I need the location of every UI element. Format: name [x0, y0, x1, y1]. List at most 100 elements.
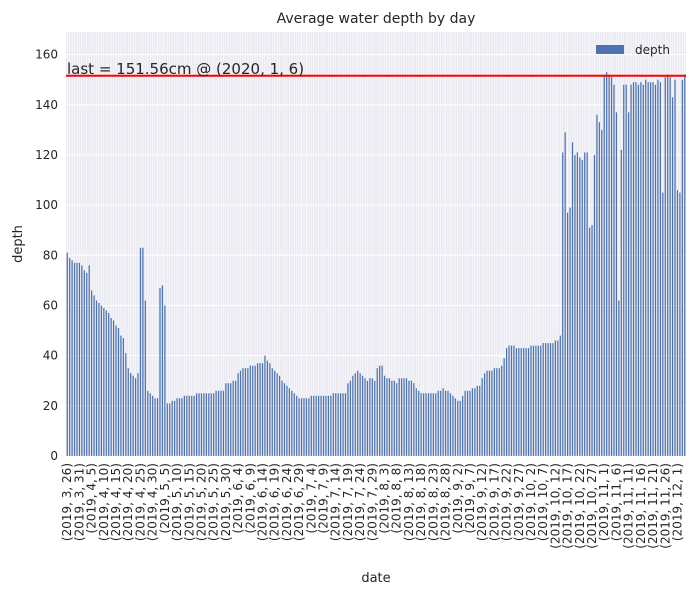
x-tick-label: (2019, 7, 14) — [329, 463, 343, 541]
bar — [581, 159, 583, 456]
bar — [401, 378, 403, 456]
bar — [527, 348, 530, 456]
bar — [535, 345, 537, 456]
bar — [574, 154, 576, 456]
bar — [257, 363, 259, 456]
bar — [108, 312, 110, 456]
bar — [220, 390, 222, 456]
x-tick-label: (2019, 10, 17) — [561, 463, 575, 549]
bar — [188, 395, 190, 456]
bar — [73, 262, 76, 456]
bar — [259, 363, 261, 456]
bar — [557, 340, 559, 456]
bar — [337, 393, 339, 456]
bar — [420, 393, 422, 456]
y-tick-label: 0 — [50, 449, 58, 463]
bar — [491, 370, 493, 456]
bar — [371, 378, 373, 456]
x-tick-label: (2019, 8, 3) — [378, 463, 392, 533]
bar — [361, 375, 364, 456]
bar — [81, 265, 83, 456]
bar — [325, 395, 327, 456]
bar — [567, 212, 569, 456]
bar — [432, 393, 434, 456]
bar — [549, 343, 552, 456]
bar — [640, 82, 642, 456]
x-tick-label: (2019, 9, 27) — [512, 463, 526, 541]
x-tick-label: (2019, 10, 27) — [585, 463, 599, 549]
bar — [208, 393, 210, 456]
bar — [93, 295, 95, 456]
bar — [593, 154, 596, 456]
bar — [379, 365, 381, 456]
bar — [684, 74, 686, 457]
bar — [266, 360, 268, 456]
bar — [649, 82, 652, 456]
bar — [130, 373, 132, 456]
bar — [286, 385, 288, 456]
bar — [156, 398, 159, 456]
bar — [613, 84, 615, 456]
bar — [134, 378, 137, 456]
bar — [364, 378, 366, 456]
bar — [66, 252, 68, 456]
bar — [152, 395, 154, 456]
bar — [332, 393, 334, 456]
bar — [459, 400, 461, 456]
bar — [296, 395, 298, 456]
bar — [471, 388, 474, 456]
bar — [427, 393, 430, 456]
x-tick-label: (2019, 7, 19) — [341, 463, 355, 541]
bar — [83, 270, 85, 456]
bar — [674, 79, 676, 456]
bar — [430, 393, 432, 456]
bar — [388, 378, 391, 456]
x-tick-label: (2019, 6, 29) — [292, 463, 306, 541]
bar — [464, 390, 466, 456]
bar — [435, 393, 437, 456]
bar — [474, 388, 476, 456]
y-tick-label: 80 — [43, 248, 58, 262]
bar — [283, 383, 286, 456]
bar — [469, 390, 471, 456]
bar — [662, 192, 664, 456]
bar — [505, 348, 508, 456]
bar — [540, 345, 542, 456]
x-tick-label: (2019, 5, 15) — [182, 463, 196, 541]
bar — [618, 300, 620, 456]
bar — [603, 74, 605, 457]
x-tick-label: (2019, 6, 14) — [255, 463, 269, 541]
x-tick-label: (2019, 6, 24) — [280, 463, 294, 541]
bar — [462, 395, 464, 456]
bar — [249, 365, 251, 456]
bar — [142, 247, 144, 456]
bar — [408, 380, 410, 456]
bar — [405, 378, 408, 456]
bar — [620, 149, 622, 456]
bar — [645, 79, 647, 456]
bar — [271, 368, 273, 456]
bar — [610, 77, 613, 456]
x-tick-label: (2019, 10, 12) — [548, 463, 562, 549]
x-tick-label: (2019, 10, 7) — [536, 463, 550, 541]
bar — [147, 390, 149, 456]
bar — [676, 190, 679, 456]
bar — [308, 398, 310, 456]
bar — [352, 375, 354, 456]
y-tick-label: 60 — [43, 298, 58, 312]
x-tick-label: (2019, 7, 4) — [304, 463, 318, 533]
bar — [181, 398, 183, 456]
bar — [667, 74, 669, 457]
bar — [291, 390, 293, 456]
bar — [327, 395, 330, 456]
bar — [571, 142, 574, 456]
bar — [305, 398, 308, 456]
bar — [481, 378, 483, 456]
bar — [335, 393, 337, 456]
bar — [559, 335, 561, 456]
bar — [230, 383, 232, 456]
x-tick-label: (2019, 11, 11) — [622, 463, 636, 549]
bar — [635, 82, 637, 456]
x-tick-label: (2019, 4, 5) — [85, 463, 99, 533]
bar — [303, 398, 305, 456]
